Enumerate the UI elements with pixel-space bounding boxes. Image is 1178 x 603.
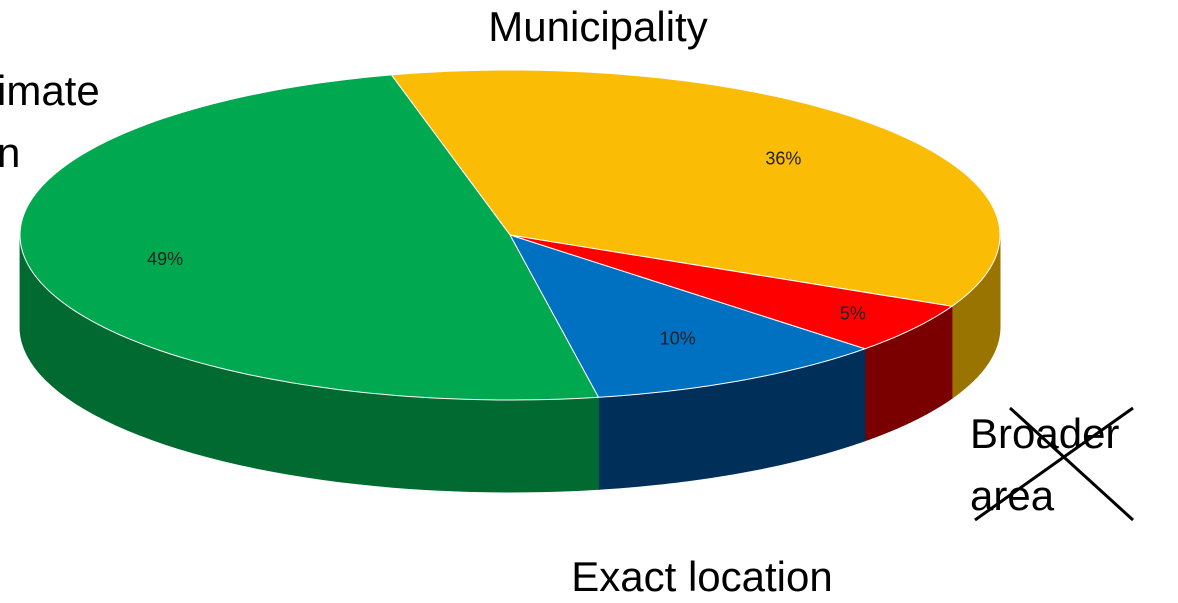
category-label: Exact location	[571, 553, 832, 600]
value-label: 36%	[765, 149, 801, 169]
slice	[509, 234, 954, 350]
value-label: 49%	[147, 249, 183, 269]
category-label: Municipality	[488, 3, 707, 50]
value-label: 10%	[660, 328, 696, 348]
slice	[19, 74, 600, 401]
cross-out	[974, 406, 1134, 522]
cross-out	[1008, 406, 1135, 522]
category-label: area	[970, 472, 1055, 519]
slice	[390, 69, 1001, 307]
value-label: 5%	[840, 303, 866, 323]
category-label: imate	[0, 67, 100, 114]
category-label: n	[0, 129, 20, 176]
slice	[508, 234, 867, 398]
